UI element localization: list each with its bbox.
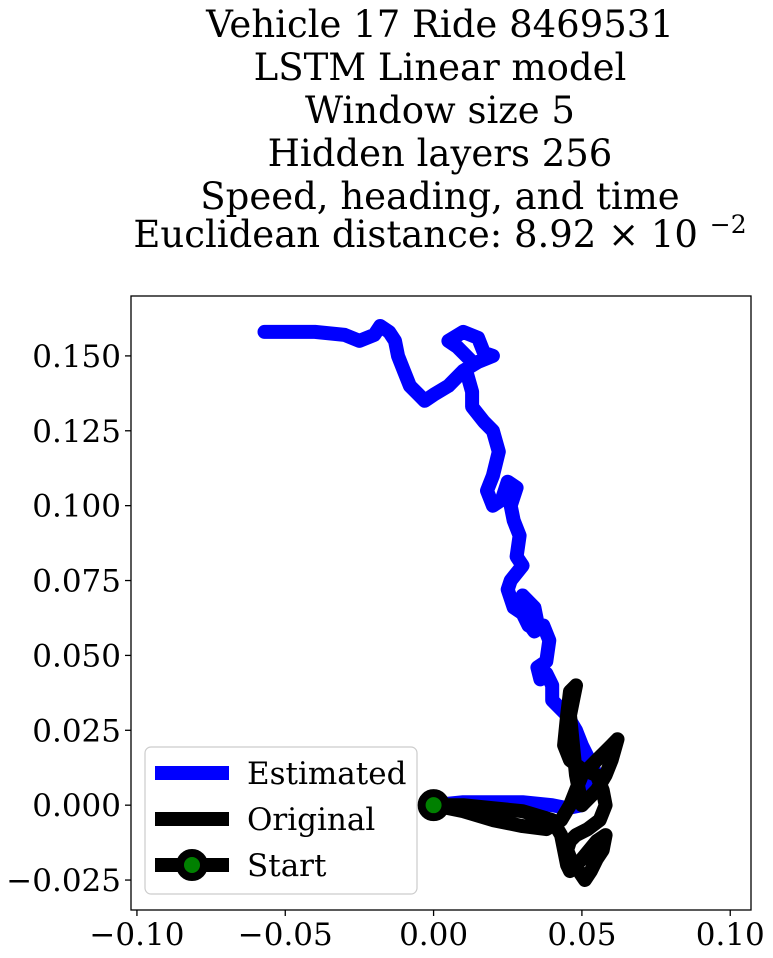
series-layer: [257, 319, 625, 887]
y-tick-label: 0.150: [32, 339, 121, 375]
legend-start-marker: [176, 849, 208, 881]
title-line-2: LSTM Linear model: [254, 46, 627, 89]
y-tick-label: 0.050: [32, 638, 121, 674]
title-line-6: Euclidean distance: 8.92 × 10 −2: [133, 210, 746, 256]
marker-layer: [417, 789, 450, 822]
legend-box: [144, 746, 418, 895]
y-tick-label: 0.075: [32, 564, 121, 600]
title-distance-exponent: −2: [710, 210, 747, 239]
title-distance-times: ×: [608, 213, 639, 256]
title-distance-prefix: Euclidean distance: 8.92: [133, 213, 596, 256]
title-line-1: Vehicle 17 Ride 8469531: [205, 3, 674, 46]
series-line-estimated: [257, 319, 604, 816]
y-tick-label: 0.025: [32, 713, 121, 749]
x-tick-label: −0.10: [89, 917, 184, 953]
x-tick-label: 0.00: [399, 917, 468, 953]
start-marker: [417, 789, 450, 822]
title-line-5: Speed, heading, and time: [200, 175, 679, 218]
y-tick-label: −0.025: [6, 863, 121, 899]
y-tick-label: 0.000: [32, 788, 121, 824]
title-line-4: Hidden layers 256: [268, 132, 613, 175]
legend-label-start: Start: [247, 848, 327, 884]
title-distance-base: 10: [651, 213, 698, 256]
x-tick-label: −0.05: [238, 917, 333, 953]
title-line-3: Window size 5: [305, 89, 575, 132]
chart-title: Vehicle 17 Ride 8469531 LSTM Linear mode…: [133, 3, 746, 256]
series-line-original: [426, 678, 625, 887]
legend: Estimated Original Start: [144, 746, 418, 895]
y-tick-label: 0.100: [32, 489, 121, 525]
y-axis: −0.025 0.000 0.025 0.050 0.075 0.100 0.125 0.15…: [6, 339, 131, 899]
plot-frame: [130, 295, 752, 911]
x-axis: −0.10 −0.05 0.00 0.05 0.10: [89, 910, 765, 953]
x-tick-label: 0.10: [696, 917, 765, 953]
x-tick-label: 0.05: [547, 917, 616, 953]
legend-label-original: Original: [247, 802, 375, 838]
y-tick-label: 0.125: [32, 414, 121, 450]
legend-label-estimated: Estimated: [247, 756, 406, 792]
